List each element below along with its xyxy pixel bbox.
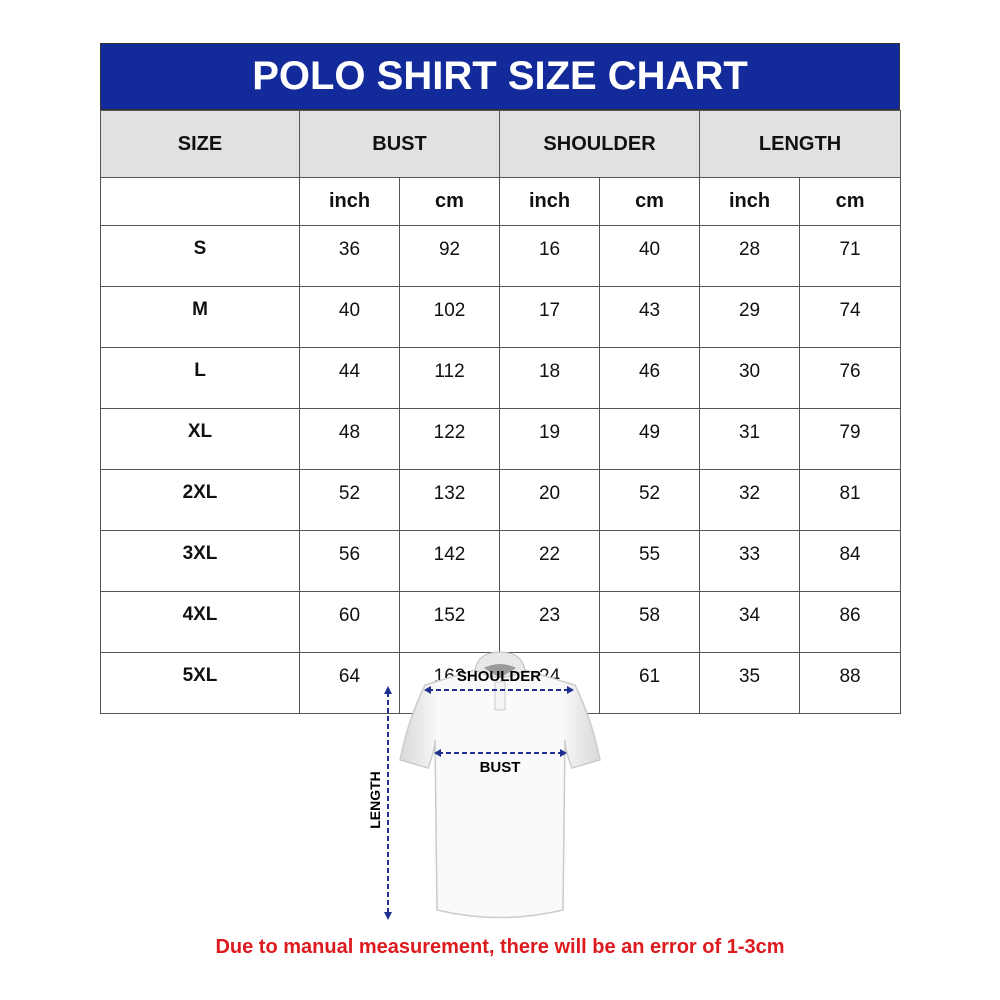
table-row: L 44 112 18 46 30 76 bbox=[100, 347, 902, 409]
value-cell: 32 bbox=[699, 469, 801, 531]
value-cell: 23 bbox=[499, 591, 601, 653]
size-cell: 3XL bbox=[100, 530, 300, 592]
value-cell: 44 bbox=[299, 347, 400, 409]
size-cell: 2XL bbox=[100, 469, 300, 531]
unit-row: inch cm inch cm inch cm bbox=[100, 177, 902, 226]
unit-blank bbox=[100, 177, 300, 226]
shirt-icon bbox=[399, 651, 601, 919]
table-row: S 36 92 16 40 28 71 bbox=[100, 225, 902, 287]
unit-cell: inch bbox=[699, 177, 801, 226]
value-cell: 17 bbox=[499, 286, 601, 348]
unit-cell: cm bbox=[599, 177, 701, 226]
value-cell: 92 bbox=[398, 225, 501, 287]
value-cell: 33 bbox=[699, 530, 801, 592]
value-cell: 40 bbox=[299, 286, 400, 348]
header-bust: BUST bbox=[298, 110, 501, 178]
header-size: SIZE bbox=[100, 110, 300, 178]
size-cell: L bbox=[100, 347, 300, 409]
value-cell: 52 bbox=[599, 469, 701, 531]
value-cell: 22 bbox=[499, 530, 601, 592]
value-cell: 35 bbox=[699, 652, 801, 714]
value-cell: 76 bbox=[799, 347, 902, 409]
unit-cell: inch bbox=[299, 177, 400, 226]
value-cell: 79 bbox=[799, 408, 902, 470]
value-cell: 28 bbox=[699, 225, 801, 287]
value-cell: 31 bbox=[699, 408, 801, 470]
value-cell: 18 bbox=[499, 347, 601, 409]
value-cell: 61 bbox=[599, 652, 701, 714]
value-cell: 64 bbox=[299, 652, 400, 714]
value-cell: 86 bbox=[799, 591, 902, 653]
value-cell: 20 bbox=[499, 469, 601, 531]
bust-label: BUST bbox=[480, 759, 521, 776]
value-cell: 74 bbox=[799, 286, 902, 348]
value-cell: 142 bbox=[398, 530, 501, 592]
table-row: XL 48 122 19 49 31 79 bbox=[100, 408, 902, 470]
value-cell: 46 bbox=[599, 347, 701, 409]
value-cell: 81 bbox=[799, 469, 902, 531]
table-row: M 40 102 17 43 29 74 bbox=[100, 286, 902, 348]
value-cell: 58 bbox=[599, 591, 701, 653]
measurement-note: Due to manual measurement, there will be… bbox=[215, 936, 785, 958]
value-cell: 30 bbox=[699, 347, 801, 409]
value-cell: 34 bbox=[699, 591, 801, 653]
value-cell: 55 bbox=[599, 530, 701, 592]
size-cell: M bbox=[100, 286, 300, 348]
size-cell: 4XL bbox=[100, 591, 300, 653]
value-cell: 29 bbox=[699, 286, 801, 348]
size-cell: XL bbox=[100, 408, 300, 470]
value-cell: 132 bbox=[398, 469, 501, 531]
table-row: 5XL 64 162 24 61 35 88 bbox=[100, 652, 902, 714]
table-row: 4XL 60 152 23 58 34 86 bbox=[100, 591, 902, 653]
unit-cell: cm bbox=[398, 177, 501, 226]
value-cell: 88 bbox=[799, 652, 902, 714]
value-cell: 52 bbox=[299, 469, 400, 531]
unit-cell: cm bbox=[799, 177, 902, 226]
size-cell: S bbox=[100, 225, 300, 287]
value-cell: 56 bbox=[299, 530, 400, 592]
unit-cell: inch bbox=[499, 177, 601, 226]
length-label: LENGTH bbox=[367, 771, 383, 829]
value-cell: 36 bbox=[299, 225, 400, 287]
shoulder-label: SHOULDER bbox=[457, 668, 541, 685]
table-row: 2XL 52 132 20 52 32 81 bbox=[100, 469, 902, 531]
value-cell: 84 bbox=[799, 530, 902, 592]
shirt-diagram: SHOULDER BUST LENGTH bbox=[367, 651, 601, 920]
value-cell: 102 bbox=[398, 286, 501, 348]
size-table: SIZE BUST SHOULDER LENGTH inch cm inch c… bbox=[100, 110, 902, 714]
value-cell: 48 bbox=[299, 408, 400, 470]
value-cell: 40 bbox=[599, 225, 701, 287]
value-cell: 112 bbox=[398, 347, 501, 409]
header-row: SIZE BUST SHOULDER LENGTH bbox=[100, 110, 902, 178]
size-cell: 5XL bbox=[100, 652, 300, 714]
value-cell: 19 bbox=[499, 408, 601, 470]
value-cell: 71 bbox=[799, 225, 902, 287]
value-cell: 43 bbox=[599, 286, 701, 348]
header-shoulder: SHOULDER bbox=[499, 110, 701, 178]
chart-title: POLO SHIRT SIZE CHART bbox=[100, 43, 900, 110]
value-cell: 122 bbox=[398, 408, 501, 470]
value-cell: 16 bbox=[499, 225, 601, 287]
table-row: 3XL 56 142 22 55 33 84 bbox=[100, 530, 902, 592]
value-cell: 60 bbox=[299, 591, 400, 653]
header-length: LENGTH bbox=[699, 110, 902, 178]
value-cell: 49 bbox=[599, 408, 701, 470]
